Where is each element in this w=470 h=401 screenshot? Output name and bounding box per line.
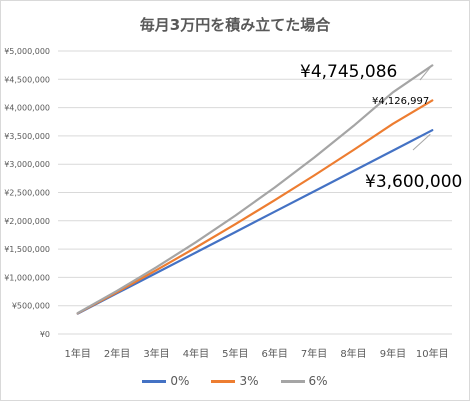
y-tick-label: ¥0 (40, 330, 50, 339)
y-tick-label: ¥2,500,000 (4, 189, 50, 198)
x-tick-label: 8年目 (340, 347, 366, 360)
series-line-6pct (76, 64, 434, 315)
legend-swatch (211, 379, 236, 383)
annotation-leader-line (412, 133, 431, 151)
legend-item: 0% (142, 374, 189, 388)
legend-swatch (280, 379, 305, 383)
x-tick-label: 5年目 (222, 347, 248, 360)
y-tick-label: ¥5,000,000 (4, 47, 50, 56)
x-tick-label: 3年目 (143, 347, 169, 360)
y-tick-label: ¥3,500,000 (4, 132, 50, 141)
data-label: ¥3,600,000 (365, 172, 462, 192)
y-tick-label: ¥4,500,000 (4, 75, 50, 84)
y-tick-label: ¥1,500,000 (4, 245, 50, 254)
y-tick-label: ¥3,000,000 (4, 160, 50, 169)
legend-label: 6% (308, 374, 328, 388)
legend-label: 3% (239, 374, 259, 388)
legend-label: 0% (170, 374, 190, 388)
x-tick-label: 7年目 (301, 347, 327, 360)
y-tick-label: ¥4,000,000 (4, 104, 50, 113)
y-tick-label: ¥500,000 (12, 302, 50, 311)
x-tick-label: 4年目 (183, 347, 209, 360)
x-tick-label: 9年目 (380, 347, 406, 360)
legend-swatch (142, 379, 167, 383)
annotation-leader-line (419, 67, 431, 81)
data-label: ¥4,745,086 (300, 62, 397, 82)
legend-item: 6% (280, 374, 328, 388)
x-tick-label: 6年目 (262, 347, 288, 360)
x-tick-label: 2年目 (104, 347, 130, 360)
y-tick-label: ¥2,000,000 (4, 217, 50, 226)
series-line-0pct (76, 129, 434, 315)
y-tick-label: ¥1,000,000 (4, 273, 50, 282)
x-tick-label: 10年目 (416, 347, 449, 360)
legend-item: 3% (211, 374, 259, 388)
legend: 0% 3% 6% (0, 374, 470, 388)
series-line-3pct (76, 99, 434, 315)
data-label: ¥4,126,997 (372, 96, 429, 107)
chart-title: 毎月3万円を積み立てた場合 (139, 16, 331, 34)
x-tick-label: 1年目 (65, 347, 91, 360)
